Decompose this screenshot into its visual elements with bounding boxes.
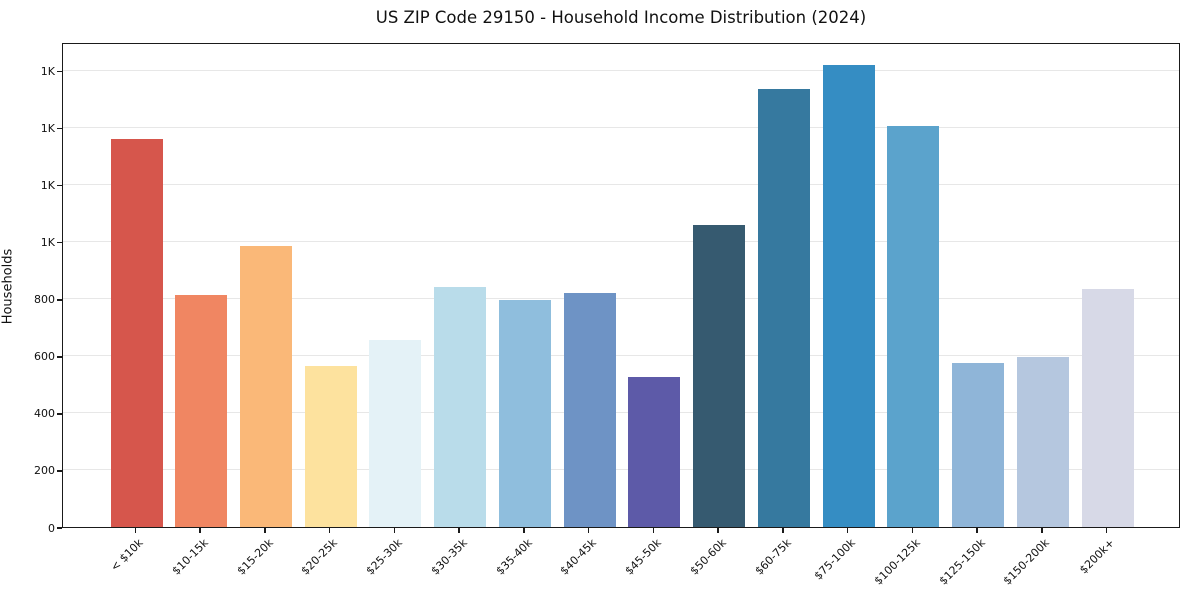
bar-60-75k [757,89,810,527]
x-tick-mark [587,528,590,533]
x-tick-mark [717,528,719,533]
bar-30-35k [434,287,487,527]
bar-45-50k [628,377,681,527]
gridline [63,183,1179,185]
gridline [63,240,1179,242]
gridline [63,126,1179,128]
bar-200k [1081,288,1134,527]
gridline [63,297,1179,299]
x-tick-label: $20-25k [298,536,341,578]
x-tick-label: $200k+ [1076,536,1117,577]
bar-150-200k [1016,357,1069,527]
x-tick-label: $125-150k [936,536,988,588]
x-tick-label: $30-35k [428,536,470,578]
x-tick-label: $10-15k [169,536,211,578]
bar-15-20k [239,246,292,527]
x-tick-mark [458,528,460,533]
x-tick-mark [782,528,784,533]
x-tick-mark [652,528,655,533]
bar-125-150k [952,362,1005,527]
y-tick-label: 200 [34,464,55,478]
x-tick-mark [328,528,331,533]
x-tick-label: $25-30k [363,536,405,578]
x-tick-label: $100-125k [871,536,923,588]
x-tick-mark [911,528,914,533]
bar-40-45k [563,293,616,527]
plot-area [62,43,1180,528]
x-tick-label: $35-40k [493,536,535,578]
y-tick-label: 1K [40,236,55,250]
bar-10k [110,139,163,527]
bar-50-60k [693,224,746,527]
bar-75-100k [822,64,875,527]
x-tick-mark [393,528,396,533]
x-tick-label: $15-20k [234,536,276,578]
y-tick-label: 1K [40,65,55,79]
x-tick-label: $50-60k [687,536,729,578]
x-tick-label: $40-45k [557,536,600,578]
y-tick-mark [57,127,62,130]
bar-25-30k [369,340,422,527]
y-tick-label: 800 [34,293,55,307]
y-tick-mark [57,70,62,73]
y-tick-label: 1K [40,179,55,193]
y-tick-mark [57,413,62,415]
bar-100-125k [887,126,940,527]
x-tick-mark [976,528,978,533]
y-tick-label: 600 [34,350,55,364]
gridline [63,468,1179,470]
x-tick-label: < $10k [108,536,146,574]
y-tick-mark [57,470,62,472]
x-tick-mark [523,528,525,533]
y-tick-mark [57,184,62,187]
bar-10-15k [175,294,228,527]
x-tick-label: $150-200k [1001,536,1053,588]
gridline [63,354,1179,356]
bar-20-25k [304,365,357,527]
x-tick-label: $45-50k [622,536,664,578]
y-tick-mark [57,527,62,529]
y-tick-label: 400 [34,407,55,421]
y-tick-mark [57,299,62,301]
x-tick-mark [846,528,849,533]
bar-35-40k [498,300,551,527]
gridline [63,69,1179,71]
y-tick-label: 0 [48,521,55,535]
y-tick-mark [57,241,62,244]
y-tick-mark [57,356,62,358]
gridline [63,411,1179,413]
x-tick-mark [1105,528,1108,533]
x-tick-mark [134,528,137,533]
y-tick-label: 1K [40,122,55,136]
x-tick-mark [199,528,201,533]
x-tick-label: $60-75k [752,536,794,578]
x-tick-mark [264,528,266,533]
x-tick-label: $75-100k [811,536,859,583]
x-tick-mark [1041,528,1043,533]
chart-title: US ZIP Code 29150 - Household Income Dis… [375,8,867,27]
